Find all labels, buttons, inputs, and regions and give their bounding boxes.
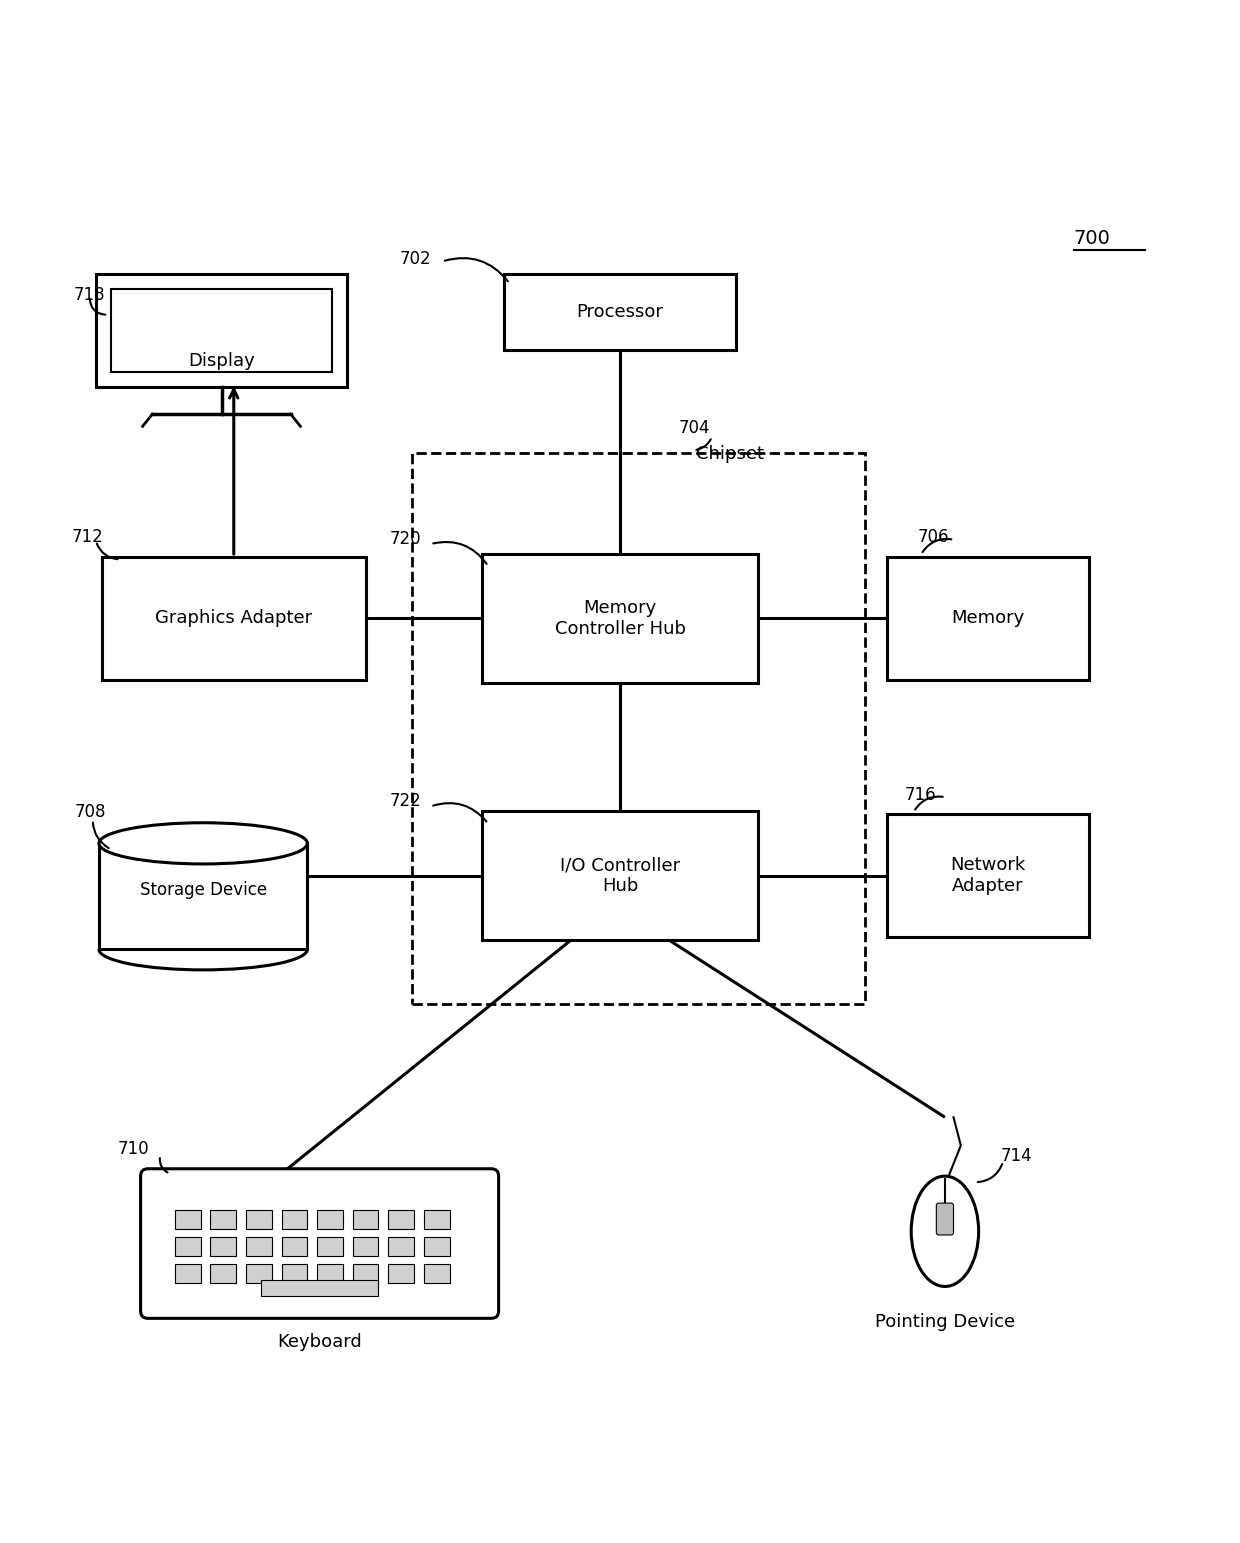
FancyBboxPatch shape xyxy=(352,1210,378,1228)
FancyBboxPatch shape xyxy=(317,1264,343,1282)
FancyBboxPatch shape xyxy=(317,1210,343,1228)
FancyBboxPatch shape xyxy=(175,1237,201,1256)
FancyBboxPatch shape xyxy=(388,1210,414,1228)
Text: Graphics Adapter: Graphics Adapter xyxy=(155,609,312,628)
Text: 716: 716 xyxy=(905,785,936,804)
Text: Storage Device: Storage Device xyxy=(140,881,267,900)
Text: 700: 700 xyxy=(1074,228,1111,247)
Text: 710: 710 xyxy=(118,1140,149,1159)
Text: 712: 712 xyxy=(72,528,103,546)
FancyBboxPatch shape xyxy=(211,1237,237,1256)
FancyBboxPatch shape xyxy=(281,1237,308,1256)
FancyBboxPatch shape xyxy=(246,1264,272,1282)
Text: 714: 714 xyxy=(1001,1148,1033,1165)
FancyBboxPatch shape xyxy=(95,275,347,387)
FancyBboxPatch shape xyxy=(246,1237,272,1256)
FancyBboxPatch shape xyxy=(424,1237,450,1256)
FancyBboxPatch shape xyxy=(424,1264,450,1282)
Text: 706: 706 xyxy=(918,528,949,546)
Text: Memory: Memory xyxy=(951,609,1024,628)
FancyBboxPatch shape xyxy=(175,1210,201,1228)
FancyBboxPatch shape xyxy=(246,1210,272,1228)
FancyBboxPatch shape xyxy=(140,1168,498,1318)
FancyBboxPatch shape xyxy=(211,1264,237,1282)
Text: 720: 720 xyxy=(391,531,422,548)
FancyBboxPatch shape xyxy=(102,557,366,679)
Text: Processor: Processor xyxy=(577,302,663,321)
FancyBboxPatch shape xyxy=(482,554,758,682)
Text: 718: 718 xyxy=(73,285,105,304)
Text: Memory
Controller Hub: Memory Controller Hub xyxy=(554,599,686,637)
Text: Network
Adapter: Network Adapter xyxy=(950,856,1025,895)
FancyBboxPatch shape xyxy=(887,815,1089,937)
FancyBboxPatch shape xyxy=(424,1210,450,1228)
Text: Chipset: Chipset xyxy=(696,444,764,463)
FancyBboxPatch shape xyxy=(317,1237,343,1256)
Text: 708: 708 xyxy=(74,802,105,821)
FancyBboxPatch shape xyxy=(352,1264,378,1282)
FancyBboxPatch shape xyxy=(887,557,1089,679)
Text: Display: Display xyxy=(188,352,255,370)
Text: Keyboard: Keyboard xyxy=(278,1333,362,1352)
FancyBboxPatch shape xyxy=(175,1264,201,1282)
FancyBboxPatch shape xyxy=(281,1264,308,1282)
FancyBboxPatch shape xyxy=(482,812,758,940)
Text: 702: 702 xyxy=(399,250,432,268)
FancyBboxPatch shape xyxy=(281,1210,308,1228)
FancyBboxPatch shape xyxy=(110,289,332,372)
FancyBboxPatch shape xyxy=(99,844,308,949)
FancyBboxPatch shape xyxy=(388,1237,414,1256)
Text: 722: 722 xyxy=(391,793,422,810)
FancyBboxPatch shape xyxy=(503,273,737,350)
Text: I/O Controller
Hub: I/O Controller Hub xyxy=(560,856,680,895)
Ellipse shape xyxy=(911,1176,978,1287)
FancyBboxPatch shape xyxy=(388,1264,414,1282)
FancyBboxPatch shape xyxy=(936,1204,954,1234)
FancyBboxPatch shape xyxy=(211,1210,237,1228)
Text: 704: 704 xyxy=(678,418,711,437)
Ellipse shape xyxy=(99,822,308,864)
Text: Pointing Device: Pointing Device xyxy=(875,1313,1016,1332)
FancyBboxPatch shape xyxy=(262,1281,378,1296)
FancyBboxPatch shape xyxy=(352,1237,378,1256)
